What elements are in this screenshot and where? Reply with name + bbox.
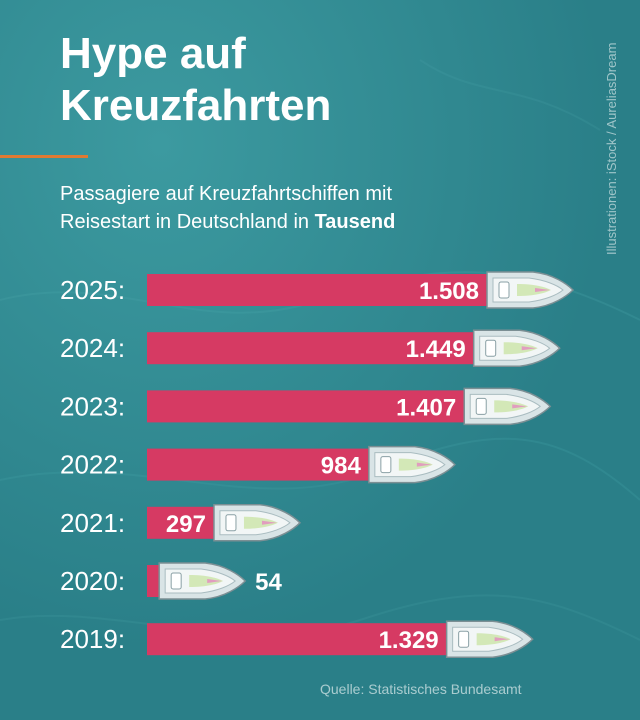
ship-cabin (485, 339, 497, 357)
bar (147, 565, 160, 597)
ship-cabin (498, 281, 510, 299)
ship-highlight (243, 516, 278, 529)
ship-highlight (261, 520, 278, 525)
ship-highlight (189, 575, 224, 587)
ship-icon (158, 562, 247, 600)
bar-row-2024: 2024: 1.449 (60, 329, 561, 367)
ship-icon (445, 620, 534, 658)
subtitle-unit: Tausend (314, 211, 396, 233)
ship-highlight (517, 284, 551, 296)
ship-highlight (416, 462, 433, 467)
ship-cabin (170, 572, 182, 590)
title-line-1: Hype auf (60, 29, 246, 78)
value-label: 1.449 (406, 336, 466, 363)
bar-row-2019: 2019: 1.329 (60, 620, 534, 658)
value-label: 54 (255, 569, 282, 596)
ship-highlight (207, 579, 224, 583)
ship-highlight (476, 633, 511, 646)
bar (147, 448, 369, 481)
ship-icon (463, 387, 552, 426)
bar-row-2022: 2022: 984 (60, 445, 456, 484)
year-label: 2025: (60, 275, 125, 305)
ship-cabin (458, 630, 470, 648)
ship-highlight (398, 458, 433, 471)
subtitle-line-1: Passagiere auf Kreuzfahrtschiffen mit (60, 183, 393, 205)
subtitle-line-2: Reisestart in Deutschland in (60, 211, 315, 233)
bar-row-2021: 2021: 297 (60, 504, 302, 542)
bar-row-2025: 2025: 1.508 (60, 271, 575, 309)
bar (147, 506, 214, 539)
ship-icon (213, 504, 302, 542)
bar-row-2023: 2023: 1.407 (60, 387, 552, 426)
ship-icon (472, 329, 561, 367)
ship-highlight (494, 400, 529, 413)
ship-highlight (512, 404, 529, 409)
year-label: 2020: (60, 566, 125, 596)
year-label: 2022: (60, 450, 125, 480)
ship-cabin (475, 397, 487, 415)
value-label: 1.407 (396, 394, 456, 421)
ship-highlight (503, 342, 538, 355)
year-label: 2024: (60, 333, 125, 363)
bar (147, 332, 474, 365)
ship-icon (486, 271, 575, 309)
title-line-2: Kreuzfahrten (60, 81, 332, 130)
page-title: Hype auf Kreuzfahrten (60, 28, 331, 132)
ship-highlight (521, 346, 538, 351)
year-label: 2023: (60, 391, 125, 421)
bar (147, 390, 465, 423)
illustration-credit: Illustrationen: iStock / AureliasDream (604, 42, 619, 255)
bar-row-2020: 2020: 54 (60, 562, 283, 600)
value-label: 1.329 (379, 627, 439, 654)
chart-subtitle: Passagiere auf Kreuzfahrtschiffen mit Re… (60, 180, 395, 236)
value-label: 297 (166, 511, 206, 538)
bar (147, 623, 447, 656)
accent-divider (0, 155, 88, 158)
ship-highlight (535, 288, 551, 292)
year-label: 2019: (60, 624, 125, 654)
value-label: 1.508 (419, 278, 479, 305)
bar (147, 274, 487, 306)
ship-icon (368, 445, 456, 484)
value-label: 984 (321, 453, 362, 480)
ship-cabin (225, 514, 237, 532)
year-label: 2021: (60, 508, 125, 538)
ship-highlight (494, 637, 511, 642)
source-note: Quelle: Statistisches Bundesamt (320, 681, 522, 697)
ship-cabin (380, 456, 392, 474)
